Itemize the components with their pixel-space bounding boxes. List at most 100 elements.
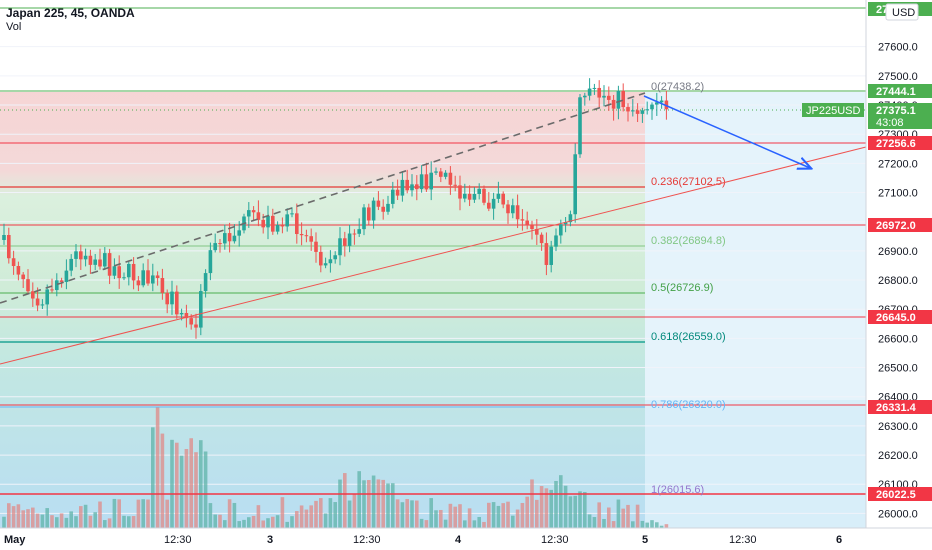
candle-body-1	[7, 235, 11, 259]
time-tick-4: 4	[455, 534, 462, 546]
volume-bar-42	[203, 451, 208, 528]
fib-retracement-zone[interactable]	[0, 92, 645, 528]
volume-bar-70	[338, 479, 342, 528]
volume-bar-5	[26, 509, 30, 528]
candle-body-126	[607, 95, 611, 100]
grid-lines	[0, 46, 866, 514]
volume-bar-92	[443, 519, 448, 528]
volume-bar-76	[367, 480, 371, 528]
volume-bar-26	[127, 516, 131, 528]
candle-body-23	[112, 266, 117, 276]
candle-body-7	[35, 298, 40, 306]
price-tick-1: 27500.0	[878, 71, 918, 83]
candle-body-38	[184, 313, 189, 319]
volume-bar-9	[45, 508, 49, 528]
candle-body-96	[463, 193, 467, 199]
candle-body-49	[237, 230, 241, 236]
candle-body-5	[26, 279, 30, 292]
candle-body-129	[621, 90, 625, 108]
candle-body-48	[232, 235, 237, 242]
volume-bar-10	[50, 515, 54, 528]
price-tick-8: 26800.0	[878, 275, 918, 287]
candle-body-105	[506, 204, 510, 214]
volume-bar-111	[535, 499, 539, 528]
rising-trend-line[interactable]	[0, 146, 867, 365]
volume-bar-8	[40, 514, 45, 528]
volume-bar-123	[592, 517, 597, 528]
candle-body-41	[199, 291, 203, 328]
time-tick-5: 5	[642, 534, 648, 546]
volume-indicator-label[interactable]: Vol	[6, 21, 22, 33]
horizontal-levels[interactable]	[0, 7, 866, 495]
candle-body-134	[645, 109, 649, 111]
candle-body-71	[343, 238, 347, 246]
volume-bar-69	[333, 502, 337, 528]
candle-body-111	[535, 229, 539, 235]
candle-body-51	[247, 210, 251, 217]
candle-body-102	[491, 198, 496, 209]
candle-body-53	[256, 212, 261, 220]
badge-26972-text: 26972.0	[876, 220, 916, 232]
candle-body-128	[616, 90, 621, 109]
volume-bar-56	[271, 516, 275, 528]
volume-bar-110	[530, 479, 534, 528]
candle-body-109	[525, 220, 529, 225]
volume-bar-48	[232, 502, 237, 528]
candle-body-110	[530, 224, 534, 230]
badge-27444	[868, 84, 932, 98]
time-tick-1230-d: 12:30	[729, 534, 757, 546]
volume-bar-67	[323, 513, 328, 528]
volume-bar-88	[424, 520, 429, 528]
projection-zone-lower	[645, 400, 866, 528]
candle-body-135	[650, 104, 654, 110]
volume-bar-54	[261, 520, 265, 528]
currency-button[interactable]	[885, 3, 919, 21]
volume-bar-106	[511, 515, 515, 528]
volume-bar-47	[227, 499, 232, 528]
candle-body-89	[429, 172, 433, 190]
volume-bar-93	[448, 503, 453, 528]
volume-bar-98	[472, 520, 477, 528]
volume-bar-82	[395, 499, 400, 528]
badge-26331	[868, 400, 932, 414]
candle-body-90	[434, 171, 438, 173]
candle-body-127	[611, 99, 616, 109]
candle-body-118	[568, 214, 573, 223]
candle-body-79	[381, 206, 385, 212]
volume-bar-129	[621, 508, 625, 528]
volume-bar-112	[539, 486, 544, 528]
volume-bar-16	[79, 506, 83, 528]
fib-label-0236: 0.236(27102.5)	[651, 176, 726, 188]
candle-body-13	[64, 270, 69, 282]
volume-bar-124	[597, 502, 601, 528]
candle-body-81	[391, 189, 395, 204]
volume-bar-31	[151, 427, 155, 528]
volume-bar-81	[391, 483, 395, 528]
volume-bar-23	[112, 498, 117, 528]
chart-legend[interactable]: Japan 225, 45, OANDA Vol	[6, 6, 135, 34]
volume-bar-80	[386, 483, 390, 528]
volume-bar-20	[98, 501, 102, 528]
dashed-trend-line[interactable]	[0, 92, 646, 304]
candle-body-58	[280, 225, 285, 227]
volume-bar-87	[419, 518, 424, 528]
volume-bar-55	[266, 518, 270, 528]
candle-body-8	[40, 304, 45, 306]
badge-26022-text: 26022.5	[876, 489, 916, 501]
projection-arrow[interactable]	[643, 95, 810, 168]
volume-bar-118	[568, 496, 573, 528]
volume-bar-0	[2, 516, 6, 528]
volume-bar-104	[501, 503, 505, 528]
fib-label-0382: 0.382(26894.8)	[651, 235, 726, 247]
volume-bar-34	[165, 499, 169, 528]
candle-body-46	[223, 233, 227, 244]
candle-body-107	[515, 205, 520, 220]
volume-bar-28	[136, 499, 141, 528]
time-axis[interactable]	[0, 528, 932, 550]
symbol-title[interactable]: Japan 225, 45, OANDA	[6, 6, 135, 20]
time-tick-may: May	[4, 534, 26, 546]
price-tick-10: 26600.0	[878, 333, 918, 345]
candle-body-22	[107, 253, 112, 276]
volume-bar-99	[477, 516, 481, 528]
